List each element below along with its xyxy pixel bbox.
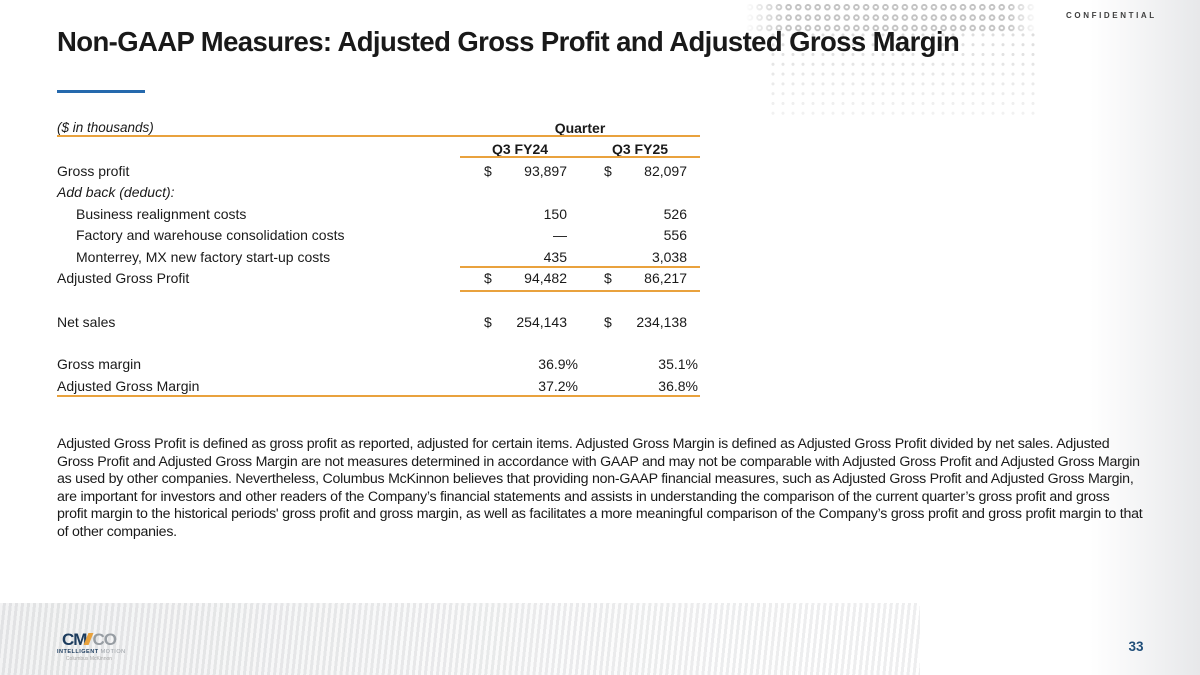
currency-symbol: $ — [604, 270, 612, 287]
table-rule-below-adjusted-gross-profit — [460, 290, 700, 292]
value-fy25: 36.8% — [658, 377, 698, 394]
value-fy24: 36.9% — [538, 356, 578, 373]
row-label: Monterrey, MX new factory start-up costs — [76, 248, 331, 265]
table-rule-under-headers — [460, 156, 700, 158]
value-fy25: 526 — [663, 205, 687, 222]
adjusted-gross-profit-table: ($ in thousands) Quarter Q3 FY24 Q3 FY25… — [57, 117, 700, 397]
units-note: ($ in thousands) — [57, 120, 154, 135]
cmco-wordmark: CM CO — [62, 630, 117, 649]
right-edge-gradient — [1090, 0, 1200, 675]
table-row-adjusted-gross-profit: Adjusted Gross Profit $ 94,482 $ 86,217 — [57, 268, 700, 290]
columbus-mckinnon-logo: CM CO INTELLIGENT MOTION Columbus McKinno… — [57, 630, 126, 662]
title-accent-underline — [57, 90, 145, 93]
table-header-row-quarter: ($ in thousands) Quarter — [57, 117, 700, 138]
currency-symbol: $ — [484, 270, 492, 287]
confidential-label: CONFIDENTIAL — [1066, 11, 1157, 20]
halftone-dots-pattern-lower — [768, 30, 1036, 118]
value-fy24: 150 — [543, 205, 567, 222]
table-rule-above-adjusted-gross-profit — [460, 266, 700, 268]
value-fy24: 435 — [543, 248, 567, 265]
bottom-brushed-band — [0, 603, 920, 675]
row-label: Adjusted Gross Profit — [57, 270, 190, 287]
row-label: Net sales — [57, 313, 116, 330]
row-label: Gross margin — [57, 356, 142, 373]
row-label: Gross profit — [57, 162, 130, 179]
table-row-factory-warehouse-consolidation: Factory and warehouse consolidation cost… — [57, 225, 700, 247]
value-fy24: 37.2% — [538, 377, 578, 394]
currency-symbol: $ — [604, 313, 612, 330]
column-header-q3-fy24: Q3 FY24 — [491, 141, 549, 157]
table-rule-bottom — [57, 395, 700, 397]
logo-tagline: INTELLIGENT MOTION — [57, 649, 126, 655]
value-fy25: 3,038 — [651, 248, 687, 265]
table-rule-top — [57, 135, 700, 137]
halftone-dots-pattern-top — [745, 2, 1037, 35]
table-row-gross-profit: Gross profit $ 93,897 $ 82,097 — [57, 160, 700, 182]
table-row-monterrey-factory-startup: Monterrey, MX new factory start-up costs… — [57, 246, 700, 268]
page-number: 33 — [1128, 639, 1144, 654]
value-fy25: 82,097 — [644, 162, 687, 179]
value-fy25: 35.1% — [658, 356, 698, 373]
row-label: Business realignment costs — [76, 205, 247, 222]
column-header-q3-fy25: Q3 FY25 — [611, 141, 669, 157]
table-row-net-sales: Net sales $ 254,143 $ 234,138 — [57, 311, 700, 333]
currency-symbol: $ — [484, 313, 492, 330]
table-row-gross-margin: Gross margin 36.9% 35.1% — [57, 354, 700, 376]
row-label: Adjusted Gross Margin — [57, 377, 200, 394]
table-row-add-back-deduct: Add back (deduct): — [57, 182, 700, 204]
currency-symbol: $ — [604, 162, 612, 179]
currency-symbol: $ — [484, 162, 492, 179]
row-label: Factory and warehouse consolidation cost… — [76, 227, 345, 244]
value-fy24: — — [553, 227, 567, 244]
slide-title: Non-GAAP Measures: Adjusted Gross Profit… — [57, 26, 960, 57]
table-header-row-periods: Q3 FY24 Q3 FY25 — [57, 138, 700, 160]
value-fy24: 93,897 — [524, 162, 567, 179]
non-gaap-definition-footnote: Adjusted Gross Profit is defined as gros… — [57, 436, 1143, 540]
row-label: Add back (deduct): — [57, 184, 175, 201]
value-fy24: 94,482 — [524, 270, 567, 287]
column-group-header: Quarter — [554, 119, 606, 136]
logo-company-name: Columbus McKinnon — [65, 656, 113, 662]
value-fy24: 254,143 — [516, 313, 567, 330]
table-row-business-realignment-costs: Business realignment costs 150 526 — [57, 203, 700, 225]
value-fy25: 86,217 — [644, 270, 687, 287]
value-fy25: 556 — [663, 227, 687, 244]
value-fy25: 234,138 — [636, 313, 687, 330]
table-row-adjusted-gross-margin: Adjusted Gross Margin 37.2% 36.8% — [57, 375, 700, 397]
